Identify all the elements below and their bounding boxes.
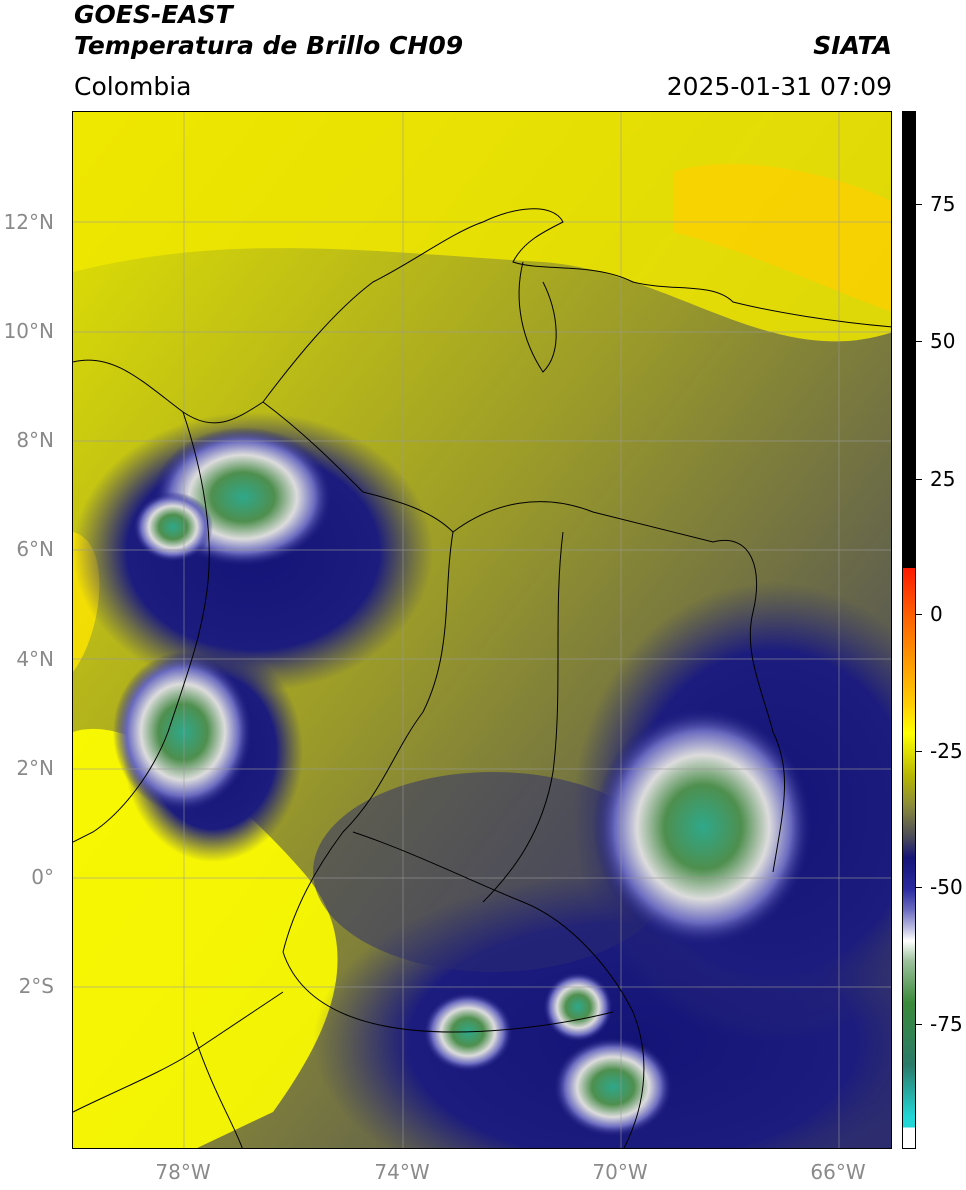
lon-label-66w: 66°W — [810, 1160, 866, 1184]
colorbar-tick-75 — [916, 204, 922, 205]
colorbar-label-neg75: -75 — [930, 1012, 963, 1036]
satellite-map — [72, 111, 892, 1149]
colorbar-tick-neg75 — [916, 1024, 922, 1025]
colorbar-tick-neg50 — [916, 887, 922, 888]
colorbar-label-25: 25 — [930, 467, 956, 491]
colorbar-tick-25 — [916, 479, 922, 480]
lat-label-12n: 12°N — [3, 210, 54, 234]
colorbar-label-neg50: -50 — [930, 875, 963, 899]
lat-label-8n: 8°N — [16, 428, 54, 452]
map-image — [73, 112, 891, 1148]
lon-label-70w: 70°W — [592, 1160, 648, 1184]
lon-label-74w: 74°W — [374, 1160, 430, 1184]
colorbar-tick-neg25 — [916, 751, 922, 752]
datetime-label: 2025-01-31 07:09 — [666, 72, 892, 101]
colorbar-tick-0 — [916, 614, 922, 615]
lat-label-4n: 4°N — [16, 647, 54, 671]
product-title: Temperatura de Brillo CH09 — [74, 31, 464, 60]
colorbar-label-neg25: -25 — [930, 739, 963, 763]
institution-label: SIATA — [813, 31, 892, 60]
lat-label-2s: 2°S — [18, 974, 54, 998]
region-label: Colombia — [74, 72, 192, 101]
satellite-title: GOES-EAST — [74, 0, 233, 29]
lat-label-0: 0° — [31, 865, 54, 889]
lat-label-10n: 10°N — [3, 319, 54, 343]
colorbar — [902, 111, 916, 1149]
colorbar-label-75: 75 — [930, 192, 956, 216]
lat-label-2n: 2°N — [16, 756, 54, 780]
colorbar-tick-50 — [916, 341, 922, 342]
lon-label-78w: 78°W — [155, 1160, 211, 1184]
colorbar-label-50: 50 — [930, 329, 956, 353]
lat-label-6n: 6°N — [16, 537, 54, 561]
colorbar-label-0: 0 — [930, 602, 943, 626]
